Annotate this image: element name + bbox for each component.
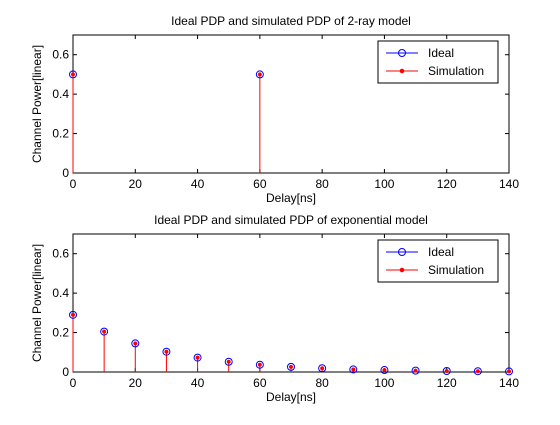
- simulation-point: [288, 364, 294, 369]
- x-tick-label: 120: [437, 177, 457, 191]
- x-tick-label: 20: [129, 177, 143, 191]
- ideal-point: [69, 70, 77, 79]
- subplot-1: Ideal PDP and simulated PDP of 2-ray mod…: [30, 14, 519, 205]
- legend-simulation-label: Simulation: [428, 64, 484, 78]
- ideal-point: [349, 365, 358, 374]
- simulation-point: [351, 367, 356, 372]
- x-axis-label: Delay[ns]: [266, 191, 316, 205]
- y-tick-label: 0.6: [52, 48, 69, 62]
- x-tick-label: 60: [253, 177, 267, 191]
- ideal-point: [255, 360, 264, 369]
- y-tick-label: 0.2: [52, 326, 69, 340]
- chart-title: Ideal PDP and simulated PDP of exponenti…: [154, 213, 428, 227]
- y-tick-label: 0.4: [52, 286, 69, 300]
- simulation-point: [382, 367, 387, 373]
- ideal-point: [100, 327, 109, 336]
- x-axis-label: Delay[ns]: [266, 390, 316, 404]
- legend-simulation-label: Simulation: [428, 263, 484, 277]
- ideal-point: [473, 367, 482, 376]
- simulation-point: [226, 359, 231, 364]
- chart-title: Ideal PDP and simulated PDP of 2-ray mod…: [171, 14, 411, 28]
- legend-box: [377, 40, 499, 84]
- ideal-point: [131, 339, 140, 348]
- legend: Ideal Simulation: [377, 239, 499, 283]
- y-axis-label: Channel Power[linear]: [30, 45, 44, 163]
- simulation-point: [257, 72, 262, 77]
- ideal-point: [380, 366, 389, 375]
- ideal-point: [193, 353, 202, 362]
- simulation-point: [164, 349, 169, 354]
- x-tick-label: 0: [70, 177, 77, 191]
- simulation-point: [320, 366, 325, 371]
- ideal-point: [162, 347, 171, 356]
- x-tick-label: 80: [315, 177, 329, 191]
- ideal-point: [255, 70, 264, 79]
- ideal-point: [505, 367, 513, 376]
- x-tick-label: 40: [191, 376, 205, 390]
- legend-ideal-marker: [398, 248, 406, 256]
- legend-simulation-marker: [399, 68, 405, 74]
- y-tick-label: 0.6: [52, 247, 69, 261]
- y-axis-label: Channel Power[linear]: [30, 244, 44, 362]
- legend-simulation-marker: [399, 267, 405, 273]
- y-tick-label: 0: [62, 365, 69, 379]
- simulation-point: [133, 341, 138, 346]
- x-tick-label: 20: [129, 376, 143, 390]
- x-tick-label: 60: [253, 376, 267, 390]
- x-tick-label: 100: [374, 376, 394, 390]
- ideal-point: [224, 357, 233, 366]
- simulation-point: [475, 369, 480, 374]
- x-tick-label: 0: [70, 376, 77, 390]
- legend: Ideal Simulation: [377, 40, 499, 84]
- simulation-point: [70, 312, 76, 317]
- ideal-point: [411, 366, 420, 375]
- simulation-point: [413, 368, 418, 373]
- x-tick-label: 40: [191, 177, 205, 191]
- subplot-2: Ideal PDP and simulated PDP of exponenti…: [30, 213, 519, 404]
- legend-ideal-marker: [398, 49, 406, 57]
- ideal-point: [318, 364, 327, 373]
- ideal-point: [69, 310, 77, 319]
- ideal-point: [287, 362, 295, 371]
- simulation-point: [506, 369, 512, 374]
- simulation-point: [444, 368, 449, 374]
- legend-box: [377, 239, 499, 283]
- x-tick-label: 80: [315, 376, 329, 390]
- series-layer: [69, 70, 264, 173]
- simulation-point: [257, 362, 262, 367]
- x-tick-label: 100: [374, 177, 394, 191]
- y-tick-label: 0.4: [52, 87, 69, 101]
- plot-area: [72, 233, 510, 373]
- x-tick-label: 140: [499, 177, 519, 191]
- legend-ideal-label: Ideal: [428, 245, 454, 259]
- simulation-point: [195, 355, 200, 360]
- series-layer: [69, 310, 513, 376]
- ideal-point: [442, 367, 451, 376]
- x-tick-label: 140: [499, 376, 519, 390]
- x-tick-label: 120: [437, 376, 457, 390]
- y-tick-label: 0.2: [52, 127, 69, 141]
- simulation-point: [102, 329, 107, 334]
- y-tick-label: 0: [62, 166, 69, 180]
- legend-ideal-label: Ideal: [428, 46, 454, 60]
- simulation-point: [70, 72, 76, 77]
